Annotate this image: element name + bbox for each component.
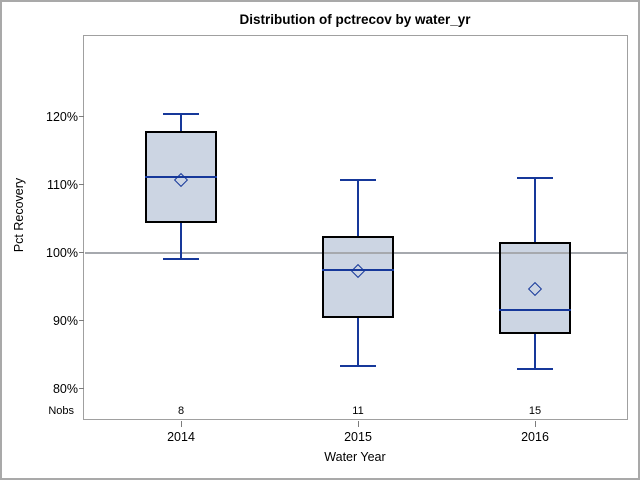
- y-tick-mark: [79, 116, 84, 117]
- y-tick-mark: [79, 252, 84, 253]
- median-line-2014: [145, 176, 217, 179]
- upper-whisker-stem-2016: [534, 178, 536, 243]
- lower-whisker-cap-2014: [163, 257, 199, 260]
- nobs-row-label: Nobs: [48, 405, 74, 417]
- x-tick-label-2016: 2016: [521, 430, 549, 444]
- box-fill-2015: [322, 236, 394, 319]
- x-axis-title: Water Year: [324, 450, 386, 464]
- lower-whisker-stem-2015: [357, 318, 359, 367]
- lower-whisker-stem-2014: [180, 222, 182, 259]
- lower-whisker-stem-2016: [534, 334, 536, 370]
- x-tick-label-2015: 2015: [344, 430, 372, 444]
- y-tick-mark: [79, 320, 84, 321]
- y-tick-label: 120%: [46, 109, 78, 124]
- upper-whisker-stem-2014: [180, 114, 182, 131]
- y-tick-label: 110%: [46, 177, 78, 192]
- x-tick-mark-2015: [357, 421, 359, 427]
- x-tick-mark-2014: [180, 421, 182, 427]
- median-line-2015: [322, 269, 394, 272]
- box-border-2015: [322, 236, 394, 319]
- lower-whisker-cap-2016: [517, 368, 553, 371]
- upper-whisker-stem-2015: [357, 180, 359, 237]
- y-tick-label: 80%: [52, 381, 78, 396]
- y-tick-mark: [79, 184, 84, 185]
- upper-whisker-cap-2016: [517, 177, 553, 180]
- y-tick-mark: [79, 388, 84, 389]
- reference-line-100pct: [85, 251, 628, 254]
- y-tick-label: 90%: [52, 313, 78, 328]
- x-tick-label-2014: 2014: [167, 430, 195, 444]
- x-tick-mark-2016: [534, 421, 536, 427]
- upper-whisker-cap-2015: [340, 179, 376, 182]
- upper-whisker-cap-2014: [163, 113, 199, 116]
- y-tick-label: 100%: [46, 245, 78, 260]
- box-fill-2016: [499, 242, 571, 335]
- nobs-value-2016: 15: [528, 405, 542, 417]
- median-line-2016: [499, 308, 571, 311]
- nobs-value-2015: 11: [352, 405, 364, 417]
- plot-area: [83, 35, 628, 420]
- nobs-value-2014: 8: [177, 405, 185, 417]
- chart-title: Distribution of pctrecov by water_yr: [239, 12, 471, 27]
- lower-whisker-cap-2015: [340, 365, 376, 368]
- box-border-2016: [499, 242, 571, 335]
